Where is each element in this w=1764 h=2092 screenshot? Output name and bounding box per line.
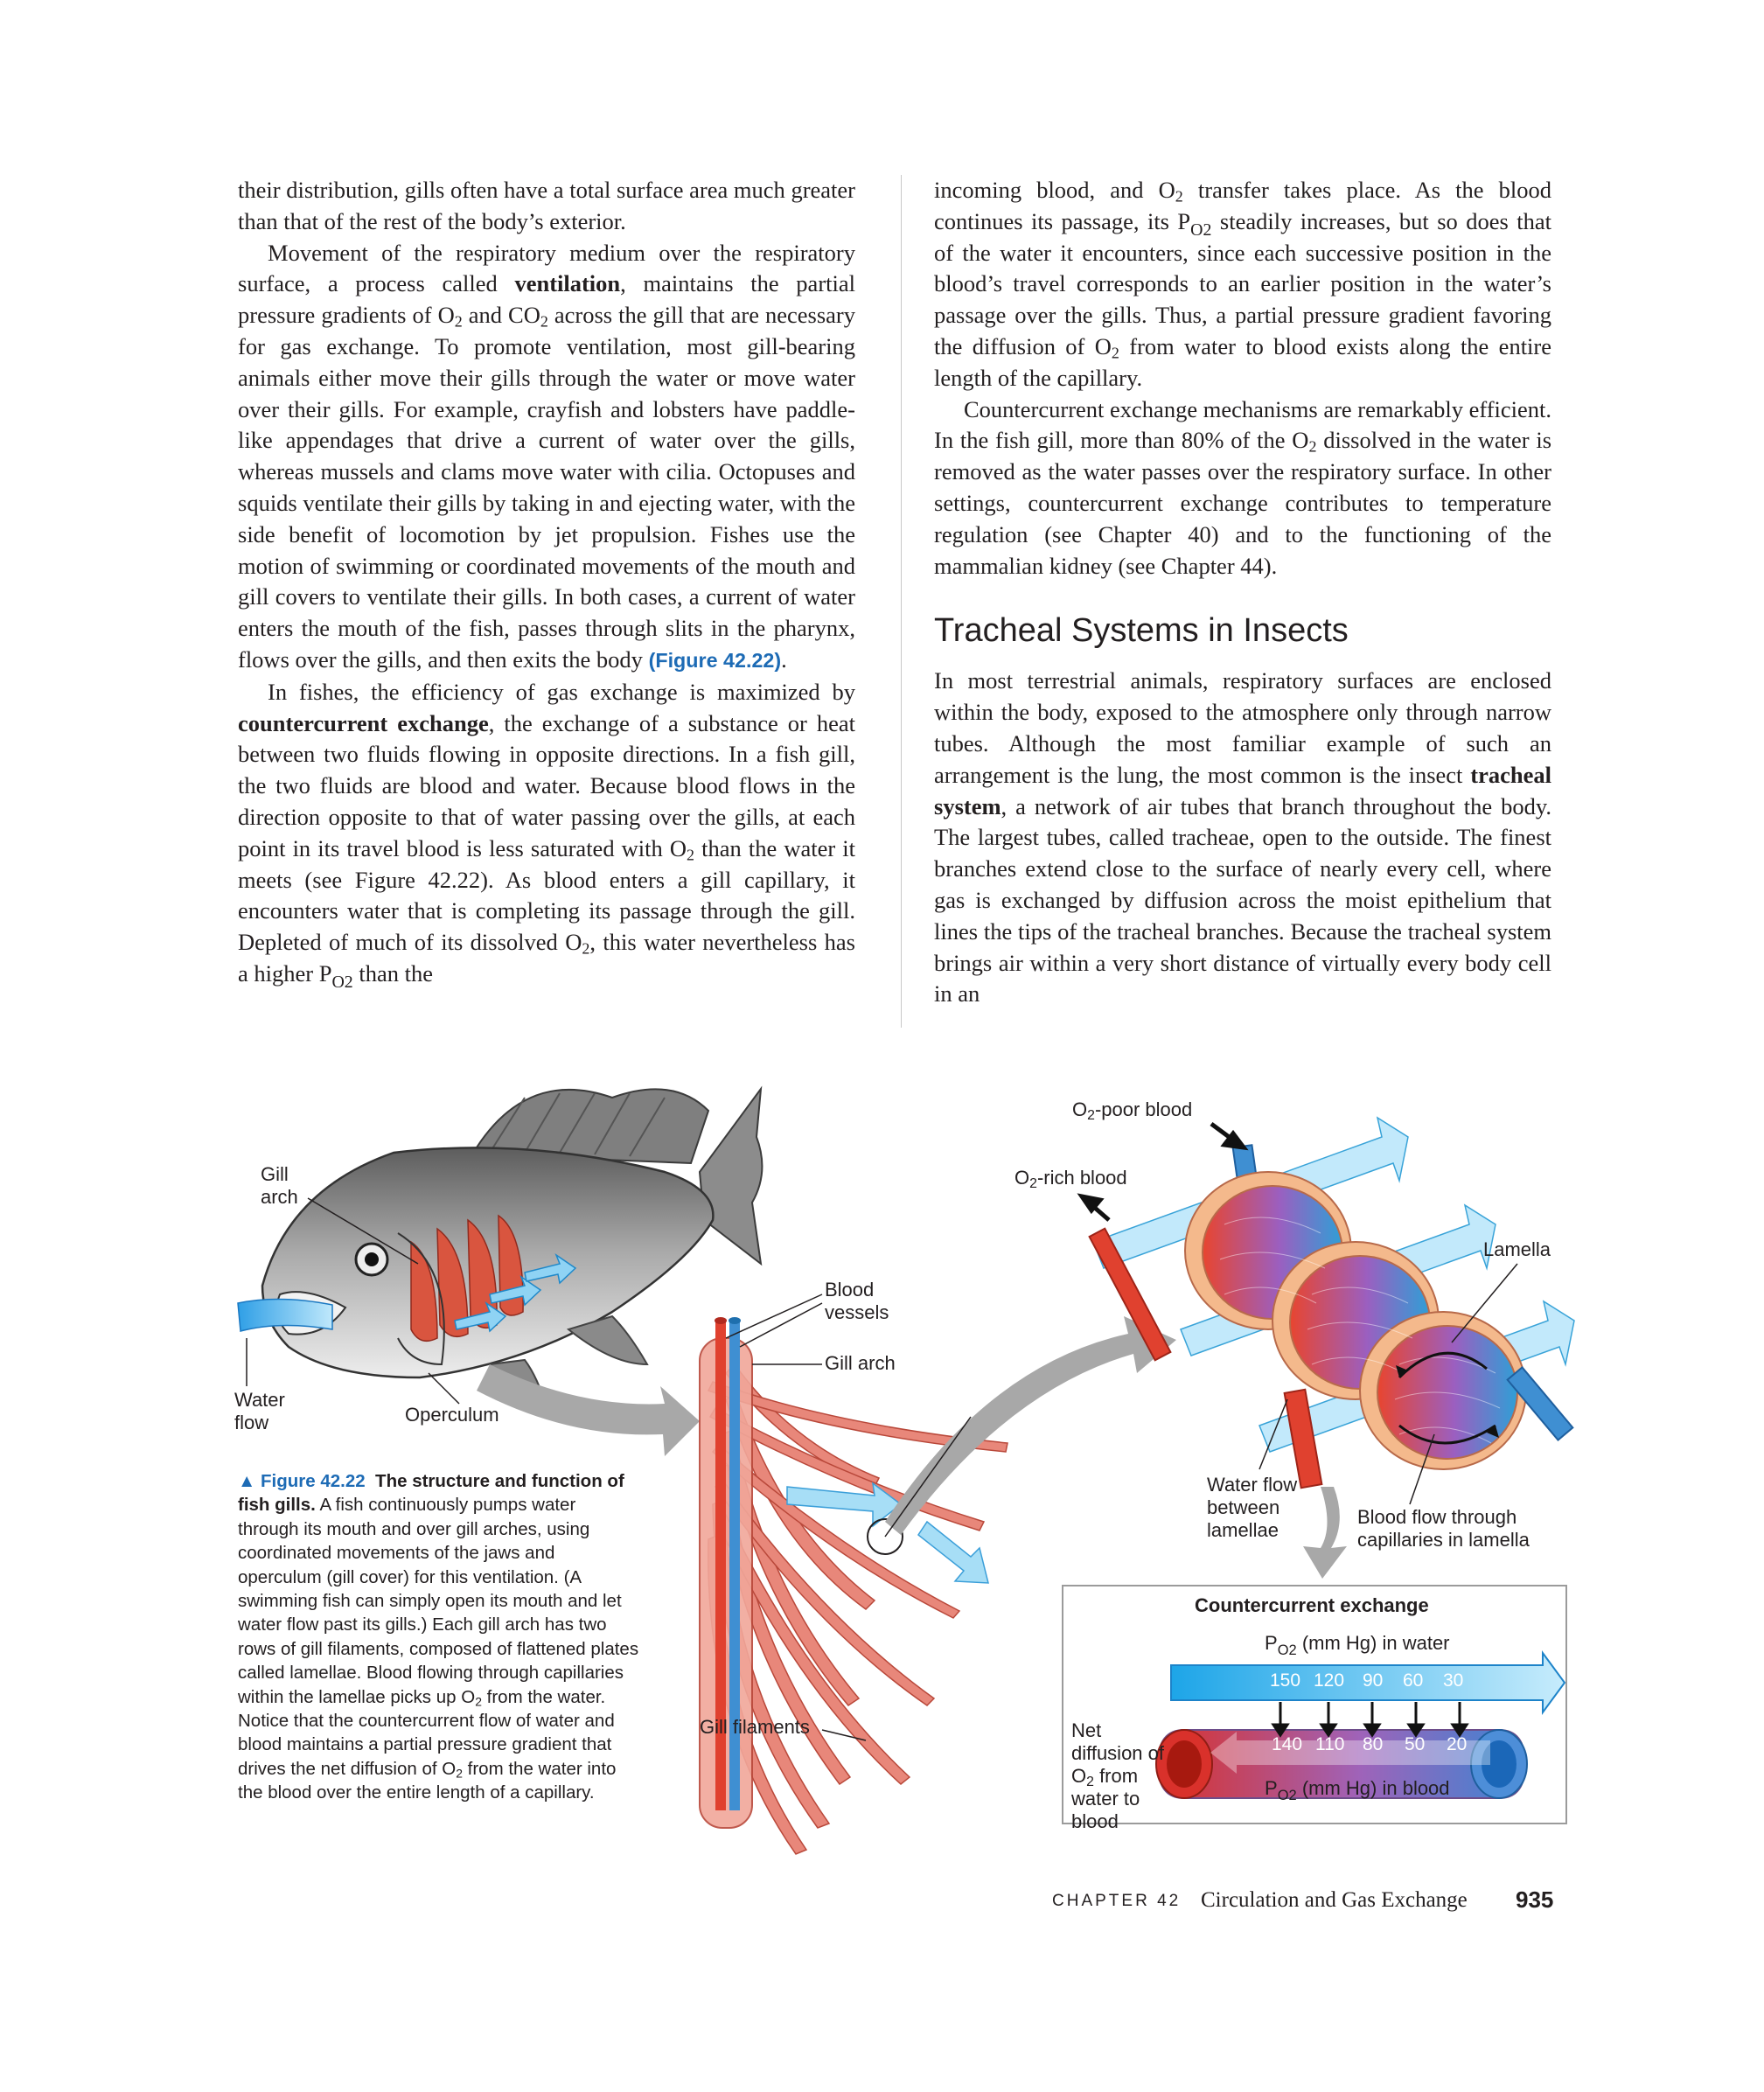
key-term: countercurrent exchange: [238, 709, 489, 736]
key-term: ventilation: [514, 270, 621, 297]
water-flow-label: Water flow: [234, 1389, 285, 1433]
figure-link[interactable]: (Figure 42.22): [648, 648, 782, 672]
figure-caption: ▲ Figure 42.22 The structure and functio…: [238, 1471, 639, 1803]
page-number: 935: [1516, 1886, 1554, 1913]
o2-rich-blood-label: O2-rich blood: [1014, 1167, 1127, 1191]
o2-poor-blood-label: O2-poor blood: [1072, 1098, 1193, 1123]
blood-vessels-label: Blood vessels: [825, 1279, 889, 1323]
water-po2-value: 150: [1270, 1670, 1301, 1691]
paragraph: their distribution, gills often have a t…: [238, 177, 855, 234]
lamella-label: Lamella: [1483, 1238, 1551, 1260]
paragraph: Movement of the respiratory medium over …: [238, 239, 855, 673]
blood-po2-value: 110: [1315, 1734, 1345, 1754]
net-diffusion-label: Net diffusion of O2 from water to blood: [1071, 1719, 1165, 1832]
lamellae-illustration: [1088, 1116, 1575, 1489]
section-heading: Tracheal Systems in Insects: [934, 612, 1349, 650]
blood-flow-label: Blood flow through capillaries in lamell…: [1357, 1506, 1530, 1551]
gill-arch-label: Gill arch: [261, 1163, 298, 1208]
countercurrent-diagram: [1155, 1649, 1566, 1799]
gill-arch-label-2: Gill arch: [825, 1352, 896, 1374]
blood-po2-value: 80: [1363, 1734, 1384, 1754]
gill-filaments-label: Gill filaments: [700, 1716, 810, 1738]
fish-illustration: [237, 1085, 763, 1410]
blood-po2-value: 50: [1405, 1734, 1426, 1754]
caption-title: The structure and function of fish gills…: [238, 1471, 624, 1516]
water-po2-value: 60: [1403, 1670, 1424, 1691]
paragraph: In fishes, the efficiency of gas exchang…: [238, 678, 855, 992]
blood-po2-value: 140: [1272, 1734, 1303, 1754]
water-flow-between-label: Water flow between lamellae: [1207, 1474, 1298, 1541]
paragraph: incoming blood, and O2 transfer takes pl…: [934, 177, 1552, 391]
caption-marker: ▲: [238, 1471, 256, 1491]
gill-arch-illustration: [699, 1317, 1008, 1855]
right-text-column: incoming blood, and O2 transfer takes pl…: [934, 175, 1551, 1010]
column-divider: [901, 175, 902, 1028]
left-text-column: their distribution, gills often have a t…: [238, 175, 855, 992]
countercurrent-title: Countercurrent exchange: [1195, 1594, 1429, 1616]
chapter-label: CHAPTER 42: [1052, 1892, 1182, 1910]
water-po2-value: 30: [1443, 1670, 1464, 1691]
water-po2-value: 120: [1314, 1670, 1345, 1691]
chapter-title: Circulation and Gas Exchange: [1201, 1888, 1468, 1912]
operculum-label: Operculum: [405, 1404, 499, 1426]
blood-po2-value: 20: [1447, 1734, 1468, 1754]
caption-figure-number: Figure 42.22: [261, 1471, 366, 1491]
paragraph: In most terrestrial animals, respiratory…: [934, 667, 1551, 1008]
page-footer: CHAPTER 42 Circulation and Gas Exchange …: [0, 1886, 1764, 1921]
key-term: tracheal system: [934, 761, 1551, 819]
water-po2-value: 90: [1363, 1670, 1384, 1691]
blood-po2-label: PO2 (mm Hg) in blood: [1265, 1777, 1450, 1803]
paragraph: Countercurrent exchange mechanisms are r…: [934, 395, 1552, 579]
water-po2-label: PO2 (mm Hg) in water: [1265, 1632, 1450, 1658]
